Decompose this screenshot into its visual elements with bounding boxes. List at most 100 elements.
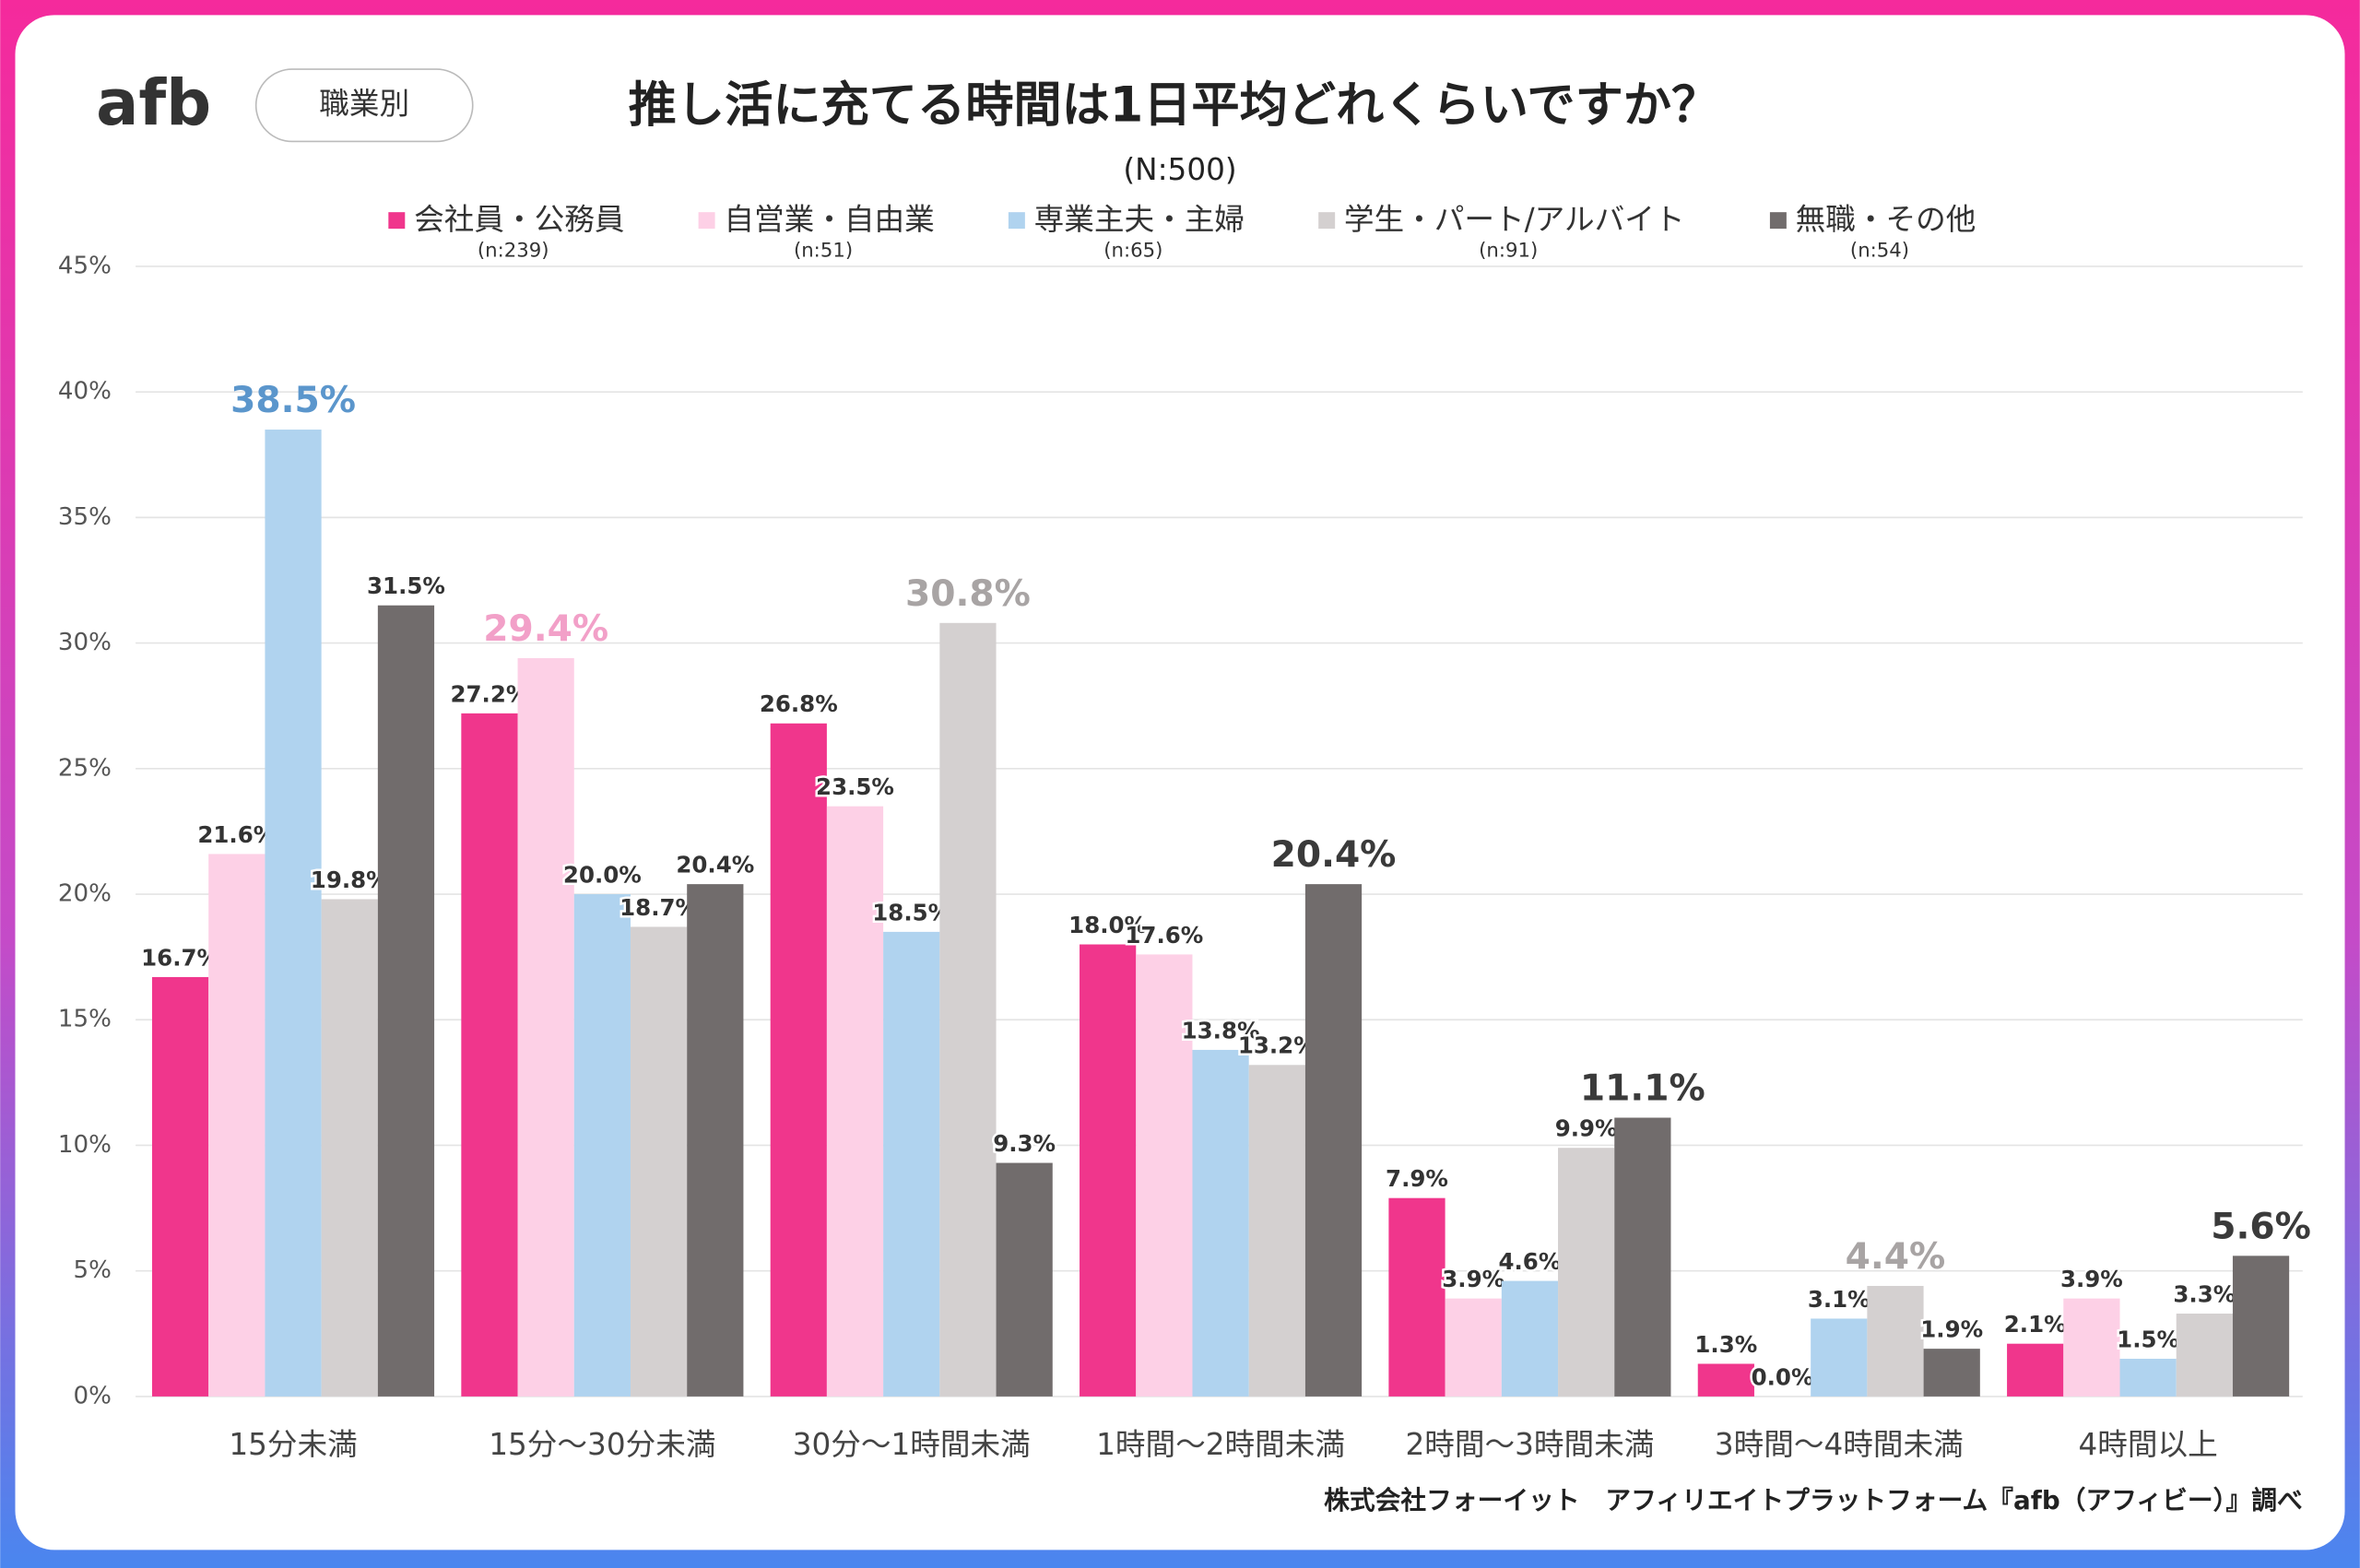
value-label: 20.4% — [676, 852, 754, 878]
y-tick-label: 25% — [58, 754, 112, 782]
value-label: 27.2% — [450, 680, 528, 707]
value-label: 3.9% — [1442, 1266, 1504, 1292]
bar — [1923, 1349, 1980, 1397]
legend-note: (n:65) — [1103, 240, 1162, 263]
legend-label: 会社員・公務員 — [414, 202, 624, 237]
bar — [2063, 1298, 2120, 1397]
bar — [770, 723, 827, 1397]
bar — [461, 713, 518, 1397]
bar — [573, 894, 631, 1397]
bar — [2119, 1359, 2177, 1397]
bar — [2176, 1313, 2233, 1397]
y-tick-label: 0% — [74, 1382, 112, 1409]
value-label-highlight: 11.1% — [1580, 1068, 1705, 1110]
legend-swatch — [1769, 212, 1787, 230]
y-tick-label: 35% — [58, 503, 112, 531]
x-tick-label: 15分～30分未満 — [489, 1427, 715, 1462]
value-label: 1.5% — [2117, 1326, 2179, 1352]
legend-note: (n:54) — [1850, 240, 1909, 263]
bar — [377, 605, 435, 1397]
subtitle: (N:500) — [1123, 152, 1236, 187]
value-label: 1.9% — [1920, 1316, 1983, 1343]
value-label: 18.0% — [1068, 912, 1147, 938]
value-label: 3.1% — [1808, 1286, 1870, 1313]
bar — [517, 657, 574, 1397]
y-tick-label: 10% — [58, 1131, 112, 1159]
value-label-highlight: 4.4% — [1846, 1236, 1946, 1278]
value-label: 4.6% — [1498, 1248, 1561, 1275]
bar — [1388, 1197, 1446, 1397]
y-tick-label: 45% — [58, 252, 112, 279]
value-label: 26.8% — [760, 690, 838, 717]
value-label: 7.9% — [1386, 1165, 1448, 1192]
tag: 職業別 — [319, 86, 409, 121]
tag-box — [254, 68, 474, 143]
bar — [1248, 1065, 1305, 1397]
bar — [883, 931, 940, 1397]
value-label: 21.6% — [197, 821, 276, 848]
x-tick-label: 2時間～3時間未満 — [1405, 1427, 1654, 1462]
value-label-highlight: 5.6% — [2211, 1206, 2311, 1247]
y-tick-label: 5% — [74, 1256, 112, 1284]
bar — [1304, 884, 1363, 1397]
bar — [321, 899, 378, 1397]
bar — [1501, 1280, 1559, 1397]
bar — [2232, 1256, 2290, 1397]
value-label: 20.0% — [563, 861, 642, 888]
source: 株式会社フォーイット アフィリエイトプラットフォーム『afb（アフィビー）』調べ — [1324, 1485, 2303, 1515]
legend-note: (n:51) — [794, 240, 853, 263]
bar — [265, 430, 322, 1397]
bar — [1192, 1049, 1249, 1397]
x-tick-label: 30分～1時間未満 — [793, 1427, 1031, 1462]
value-label: 1.3% — [1694, 1331, 1757, 1358]
bar — [208, 854, 266, 1397]
legend-label: 学生・パート/アルバイト — [1344, 202, 1685, 237]
value-label: 19.8% — [311, 867, 389, 893]
value-label: 0.0% — [1752, 1363, 1814, 1390]
x-tick-label: 15分未満 — [229, 1427, 357, 1462]
bar — [826, 806, 884, 1397]
value-label: 18.5% — [872, 899, 950, 925]
bar — [151, 976, 209, 1397]
value-label-highlight: 38.5% — [230, 380, 356, 421]
legend-swatch — [1008, 212, 1025, 230]
bar — [687, 884, 744, 1397]
y-tick-label: 40% — [58, 378, 112, 406]
y-tick-label: 15% — [58, 1006, 112, 1033]
bar — [939, 622, 997, 1397]
value-label-highlight: 29.4% — [483, 608, 608, 650]
logo: afb — [96, 66, 211, 140]
value-label: 13.8% — [1182, 1017, 1260, 1043]
legend-swatch — [698, 212, 715, 230]
bar — [996, 1162, 1053, 1397]
y-tick-label: 30% — [58, 629, 112, 656]
value-label: 31.5% — [367, 572, 445, 599]
bar — [1614, 1117, 1671, 1397]
value-label: 23.5% — [816, 773, 894, 800]
bar — [2007, 1343, 2064, 1397]
value-label: 13.2% — [1238, 1032, 1316, 1059]
bar — [1080, 944, 1137, 1397]
value-label: 18.7% — [620, 894, 698, 921]
value-label: 17.6% — [1125, 922, 1203, 949]
value-label: 3.9% — [2060, 1266, 2123, 1292]
bar — [1558, 1148, 1615, 1397]
value-label: 2.1% — [2004, 1311, 2067, 1338]
chart-title: 推し活に充てる時間は1日平均どれくらいですか？ — [629, 78, 1720, 134]
x-tick-label: 3時間～4時間未満 — [1715, 1427, 1964, 1462]
value-label-highlight: 20.4% — [1271, 834, 1397, 876]
bar — [1811, 1318, 1868, 1397]
value-label: 3.3% — [2173, 1280, 2236, 1307]
legend-swatch — [388, 212, 406, 230]
value-label: 16.7% — [141, 944, 219, 971]
legend-label: 無職・その他 — [1796, 202, 1976, 237]
value-label-highlight: 30.8% — [905, 573, 1031, 615]
value-label: 9.9% — [1555, 1115, 1618, 1142]
bar — [1136, 954, 1193, 1397]
legend-label: 専業主夫・主婦 — [1034, 202, 1245, 237]
legend-note: (n:239) — [478, 240, 549, 263]
y-tick-label: 20% — [58, 880, 112, 908]
legend-swatch — [1318, 212, 1336, 230]
bar — [630, 926, 688, 1397]
